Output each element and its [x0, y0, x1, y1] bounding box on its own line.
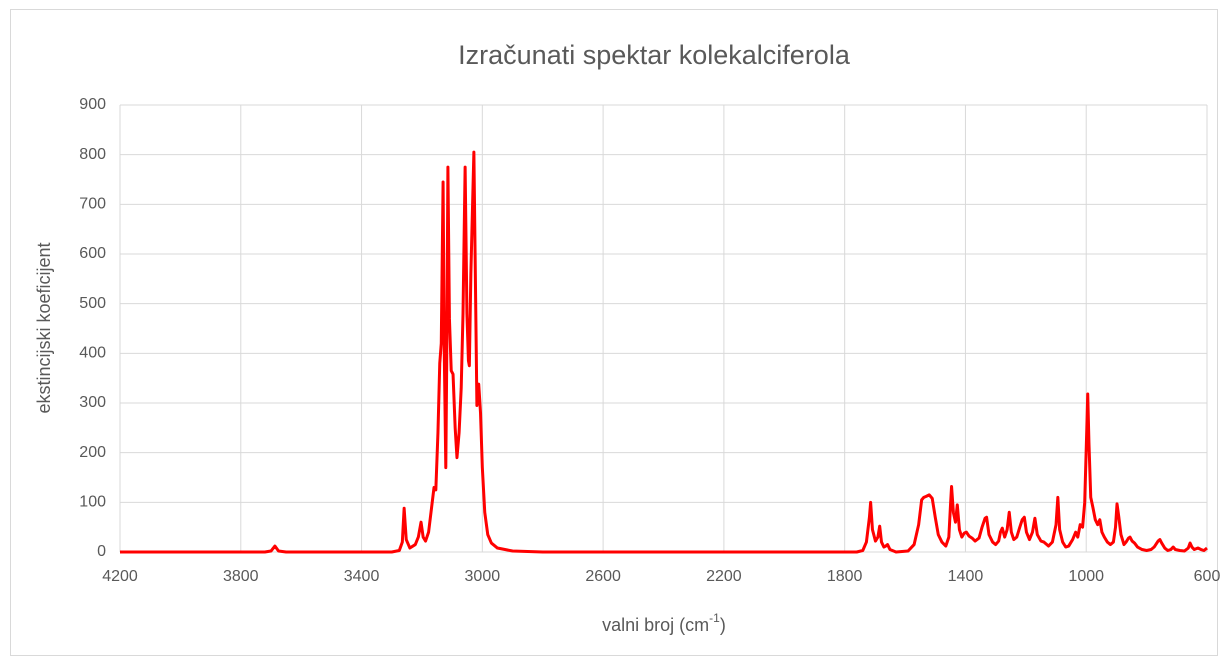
y-tick-label: 300 — [79, 394, 106, 411]
x-tick-label: 2600 — [585, 568, 621, 585]
y-tick-label: 700 — [79, 196, 106, 213]
y-tick-label: 500 — [79, 295, 106, 312]
y-tick-label: 400 — [79, 345, 106, 362]
x-tick-label: 3400 — [344, 568, 380, 585]
y-axis-label: ekstincijski koeficijent — [34, 242, 54, 413]
x-tick-label: 1400 — [948, 568, 984, 585]
x-axis-label-sup: -1 — [709, 611, 720, 625]
x-tick-label: 3000 — [465, 568, 501, 585]
x-tick-label: 4200 — [102, 568, 138, 585]
y-tick-label: 0 — [97, 543, 106, 560]
x-tick-label: 600 — [1194, 568, 1221, 585]
x-tick-label: 1800 — [827, 568, 863, 585]
x-axis-label-text: ) — [720, 615, 726, 635]
y-tick-label: 100 — [79, 494, 106, 511]
chart-border — [10, 9, 1218, 656]
spectrum-line — [120, 150, 1208, 554]
chart-title: Izračunati spektar kolekalciferola — [458, 40, 851, 70]
x-axis-label: valni broj (cm-1) — [602, 611, 726, 635]
y-tick-label: 900 — [79, 96, 106, 113]
x-tick-label: 1000 — [1068, 568, 1104, 585]
y-tick-label: 600 — [79, 245, 106, 262]
y-tick-label: 800 — [79, 146, 106, 163]
x-axis-label-text: valni broj (cm — [602, 615, 709, 635]
y-tick-label: 200 — [79, 444, 106, 461]
x-tick-label: 3800 — [223, 568, 259, 585]
x-tick-label: 2200 — [706, 568, 742, 585]
